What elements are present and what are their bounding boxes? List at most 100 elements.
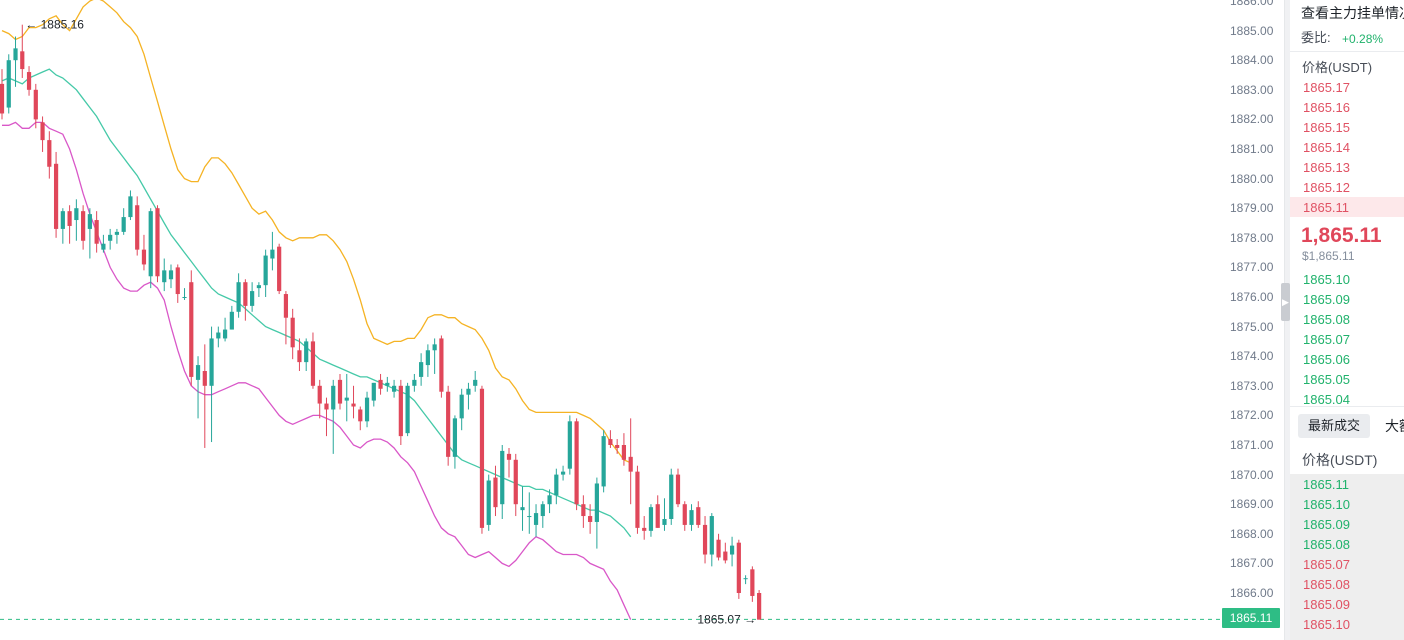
y-tick-label: 1878.00 (1230, 230, 1274, 245)
trade-price: 1865.09 (1303, 517, 1350, 532)
trade-price: 1865.10 (1303, 617, 1350, 632)
y-tick-label: 1882.00 (1230, 112, 1274, 127)
ask-price[interactable]: 1865.13 (1303, 160, 1350, 175)
ratio-label: 委比: (1301, 30, 1331, 45)
price-axis[interactable]: 1886.00 1885.00 1884.00 1883.00 1882.00 1881.… (1222, 0, 1284, 640)
candle-body (277, 246, 282, 292)
order-book-title[interactable]: 查看主力挂单情况 (1301, 5, 1404, 21)
y-tick-label: 1875.00 (1230, 319, 1274, 334)
trade-price: 1865.09 (1303, 597, 1350, 612)
candle-body (344, 397, 349, 401)
ask-price[interactable]: 1865.17 (1303, 80, 1350, 95)
tab-latest-trades[interactable]: 最新成交 (1298, 414, 1370, 438)
y-tick-label: 1871.00 (1230, 438, 1274, 452)
candle-body (20, 51, 25, 70)
candle-body (53, 163, 59, 229)
candle-body (391, 385, 397, 392)
trade-price: 1865.08 (1303, 577, 1350, 592)
candle-body (304, 341, 309, 363)
trades-list-bg (1290, 474, 1404, 640)
candle-body (702, 524, 708, 555)
candle-body (351, 403, 356, 407)
candle-body (513, 459, 518, 505)
candle-body (358, 409, 363, 422)
trade-price: 1865.11 (1303, 477, 1350, 492)
y-tick-label: 1881.00 (1230, 142, 1274, 156)
candle-body (493, 477, 498, 508)
candle-body (236, 282, 241, 312)
candle-body (243, 282, 248, 306)
bid-price[interactable]: 1865.07 (1303, 332, 1350, 347)
candle-body (222, 329, 228, 339)
moving-average-line (1, 68, 632, 538)
y-tick-label: 1884.00 (1230, 53, 1274, 68)
candle-body (128, 196, 133, 218)
ask-price[interactable]: 1865.14 (1303, 140, 1350, 155)
candle-body (648, 507, 654, 531)
collapse-chevron-icon[interactable]: ▶ (1281, 283, 1290, 321)
ask-price[interactable]: 1865.12 (1303, 180, 1350, 195)
candle-body (114, 231, 120, 235)
candle-body (439, 338, 444, 392)
candle-body (13, 48, 18, 61)
candle-body (148, 211, 153, 277)
ask-price[interactable]: 1865.16 (1303, 100, 1350, 115)
chart-canvas[interactable]: ← 1885.16 1865.07 → (0, 0, 1222, 640)
candle-body (26, 72, 32, 90)
candle-body (283, 294, 289, 318)
candle-body (175, 267, 180, 295)
tab-large-trades[interactable]: 大额 (1385, 418, 1404, 434)
candle-body (479, 388, 485, 528)
candle-body (527, 516, 532, 518)
candle-body (398, 385, 403, 437)
candle-body (736, 542, 741, 593)
candle-body (446, 391, 451, 457)
current-price: 1,865.11 (1301, 224, 1382, 247)
y-tick-label: 1883.00 (1230, 82, 1274, 97)
y-tick-label: 1874.00 (1230, 349, 1274, 364)
candle-body (195, 365, 201, 380)
candle-body (635, 471, 640, 528)
candle-body (608, 439, 613, 445)
candle-body (506, 453, 512, 460)
ask-price[interactable]: 1865.11 (1303, 200, 1350, 215)
bid-price[interactable]: 1865.05 (1303, 372, 1350, 387)
y-tick-label: 1867.00 (1230, 556, 1274, 571)
y-tick-label: 1872.00 (1230, 408, 1274, 423)
y-tick-label: 1886.00 (1230, 0, 1274, 8)
candle-body (588, 516, 593, 522)
candle-body (615, 445, 620, 448)
candle-body (182, 297, 187, 298)
candle-body (101, 243, 106, 250)
y-tick-label: 1885.00 (1230, 23, 1274, 38)
candle-body (675, 474, 681, 505)
orderbook-price-header: 价格(USDT) (1302, 60, 1373, 75)
current-price-usd: $1,865.11 (1302, 249, 1355, 263)
bid-price[interactable]: 1865.06 (1303, 352, 1350, 367)
candle-body (655, 504, 660, 528)
candle-body (642, 527, 647, 531)
candle-body (202, 371, 207, 386)
y-tick-label: 1880.00 (1230, 171, 1274, 186)
order-book-panel: 查看主力挂单情况 委比: +0.28% 价格(USDT) 1865.17 1865… (1290, 0, 1404, 640)
candle-body (290, 317, 295, 348)
candle-body (405, 385, 410, 434)
ask-price[interactable]: 1865.15 (1303, 120, 1350, 135)
candle-body (601, 436, 606, 487)
trade-price: 1865.10 (1303, 497, 1350, 512)
bid-price[interactable]: 1865.08 (1303, 312, 1350, 327)
candle-body (74, 208, 79, 221)
candlestick-chart[interactable]: ← 1885.16 1865.07 → (0, 0, 1222, 640)
bid-price[interactable]: 1865.10 (1303, 272, 1350, 287)
candle-body (40, 122, 45, 141)
candle-body (459, 394, 464, 419)
candle-body (547, 495, 552, 505)
candle-body (108, 234, 113, 241)
bid-price[interactable]: 1865.09 (1303, 292, 1350, 307)
candle-body (452, 418, 458, 457)
candle-body (378, 379, 383, 389)
candle-body (574, 421, 579, 505)
candle-body (662, 519, 667, 525)
bid-price[interactable]: 1865.04 (1303, 392, 1350, 407)
candle-body (162, 270, 167, 283)
